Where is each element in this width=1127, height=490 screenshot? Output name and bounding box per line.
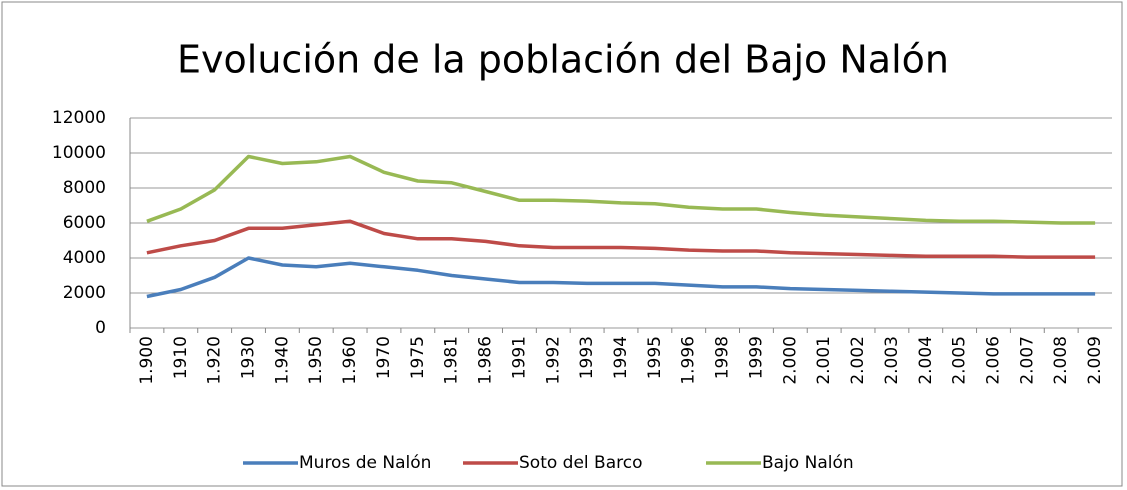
- x-tick-label: 2.007: [1017, 336, 1037, 385]
- x-tick-label: 1999: [746, 336, 766, 379]
- x-tick-label: 1970: [374, 336, 394, 379]
- x-tick-label: 1998: [713, 336, 733, 379]
- x-tick-label: 1.960: [340, 336, 360, 385]
- y-tick-label: 2000: [63, 283, 106, 303]
- x-tick-label: 1930: [239, 336, 259, 379]
- y-tick-label: 10000: [52, 143, 106, 163]
- x-tick-label: 1.950: [306, 336, 326, 385]
- x-tick-label: 2.001: [814, 336, 834, 385]
- x-tick-label: 1991: [509, 336, 529, 379]
- x-tick-label: 1994: [611, 336, 631, 379]
- y-tick-label: 8000: [63, 178, 106, 198]
- x-tick-label: 1.920: [205, 336, 225, 385]
- y-tick-label: 0: [95, 318, 106, 338]
- x-tick-label: 1975: [408, 336, 428, 379]
- series-line: [146, 154, 1096, 225]
- series-line: [146, 219, 1096, 259]
- x-tick-label: 2.003: [882, 336, 902, 385]
- x-tick-label: 1.992: [543, 336, 563, 385]
- x-tick-label: 2.005: [950, 336, 970, 385]
- series-line: [146, 256, 1096, 299]
- legend-label: Soto del Barco: [519, 453, 642, 473]
- legend-label: Muros de Nalón: [299, 453, 431, 473]
- x-tick-label: 2.008: [1051, 336, 1071, 385]
- x-tick-label: 1993: [577, 336, 597, 379]
- x-tick-label: 1.940: [272, 336, 292, 385]
- chart-title: Evolución de la población del Bajo Nalón: [177, 38, 949, 82]
- x-tick-label: 2.006: [983, 336, 1003, 385]
- x-tick-label: 1.996: [679, 336, 699, 385]
- legend-label: Bajo Nalón: [762, 453, 854, 473]
- x-tick-label: 1.900: [137, 336, 157, 385]
- x-tick-label: 1.981: [442, 336, 462, 385]
- y-tick-label: 4000: [63, 248, 106, 268]
- x-tick-label: 1.986: [476, 336, 496, 385]
- x-tick-label: 1995: [645, 336, 665, 379]
- x-tick-label: 2.009: [1085, 336, 1105, 385]
- y-tick-label: 12000: [52, 108, 106, 128]
- x-tick-label: 1910: [171, 336, 191, 379]
- x-tick-label: 2.004: [916, 336, 936, 385]
- y-tick-label: 6000: [63, 213, 106, 233]
- x-tick-label: 2.002: [848, 336, 868, 385]
- x-tick-label: 2.000: [780, 336, 800, 385]
